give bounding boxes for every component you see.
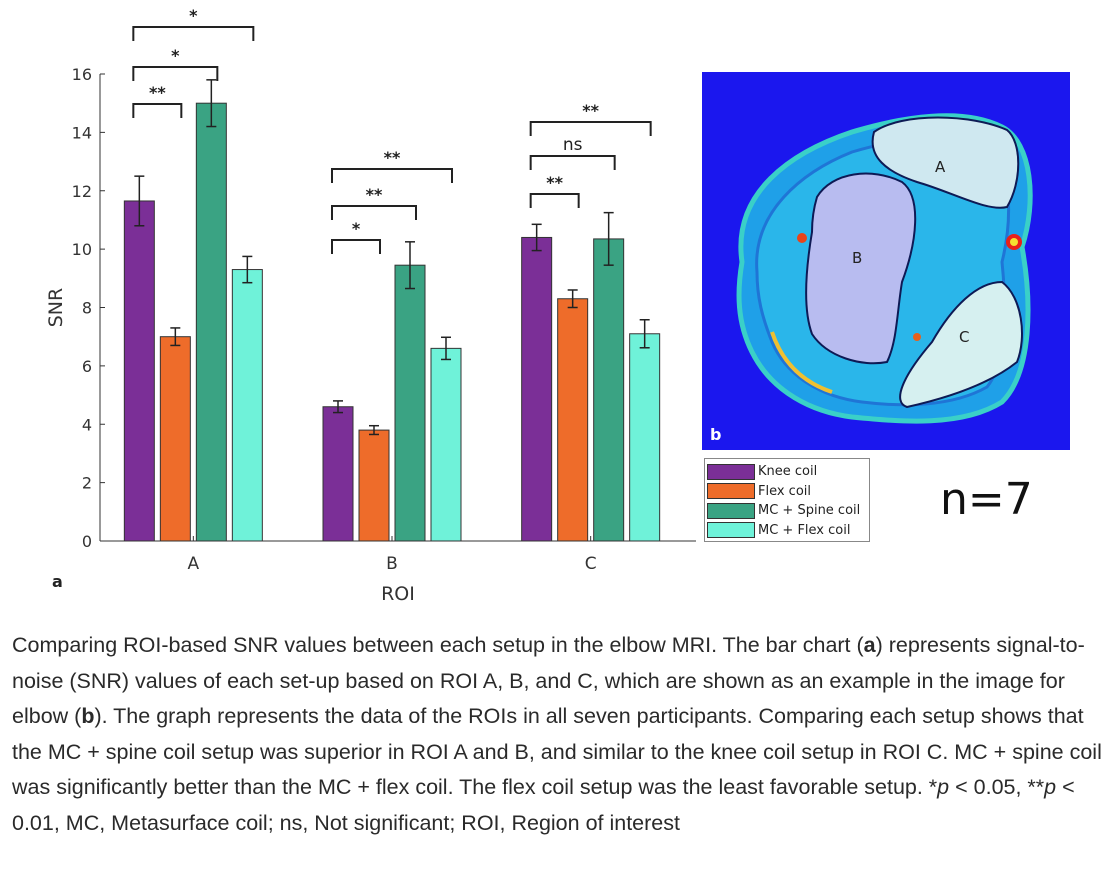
bar [557,298,589,542]
legend-item: MC + Flex coil [707,521,867,541]
y-tick-label: 14 [72,123,92,142]
x-tick-label: C [585,554,597,574]
caption-italic-p: p [937,775,950,800]
y-tick-label: 16 [72,65,92,84]
significance-bracket [331,239,381,254]
caption-text: ). The graph represents the data of the … [12,704,1102,800]
caption-text: < 0.05, ** [949,775,1045,800]
x-axis-label: ROI [381,583,415,602]
panel-b-label: b [710,425,722,444]
mri-image: A B C b [702,72,1070,450]
caption-text: Comparing ROI-based SNR values between e… [12,633,864,657]
bar [430,347,462,542]
bar [322,406,354,542]
y-tick-label: 4 [82,415,92,434]
bar [394,264,426,542]
legend-item: MC + Spine coil [707,501,867,521]
sample-size-label: n=7 [940,474,1033,525]
bar [629,333,661,542]
caption-text: < 0.01, MC, Metasurface coil; ns, Not si… [12,775,1075,835]
legend-label: Flex coil [758,483,812,499]
caption-bold-b: b [81,704,95,729]
caption-bold-a: a [863,633,876,657]
legend-swatch [707,502,755,519]
legend-label: MC + Flex coil [758,522,851,538]
bar [521,236,553,542]
significance-bracket [331,205,417,220]
significance-bracket [529,121,652,136]
y-tick-label: 12 [72,182,92,201]
roi-a-shape [871,116,1020,209]
figure: 0 2 4 6 8 10 12 14 16 SNR A B C ROI ** * * * ** ** ** ns ** A … [34,4,1070,602]
significance-label: ** [582,101,599,120]
roi-c-label: C [959,328,970,346]
x-tick-label: B [386,554,398,574]
legend-swatch [707,463,755,480]
x-tick-label: A [188,554,200,574]
caption-italic-p: p [1044,775,1057,800]
significance-bracket [529,155,616,170]
bar [123,200,155,542]
y-axis-label: SNR [45,288,67,327]
significance-label: ** [384,148,401,167]
caption-text: ) represents signal-to-noise (SNR) value… [12,633,1085,729]
significance-label: ns [563,135,583,155]
panel-a-label: a [52,572,63,591]
significance-bracket [331,168,453,183]
significance-label: ** [546,173,563,192]
significance-label: * [352,219,361,238]
significance-bracket [529,193,580,208]
significance-bracket [132,103,183,118]
bar [159,336,191,542]
legend-item: Flex coil [707,482,867,502]
y-tick-label: 8 [82,299,92,318]
y-tick-label: 10 [72,240,92,259]
y-tick-label: 0 [82,532,92,551]
roi-b-label: B [852,249,863,267]
significance-bracket [132,66,219,81]
bar [231,269,263,542]
chart-legend: Knee coil Flex coil MC + Spine coil MC +… [704,458,870,542]
roi-b-shape [805,172,917,365]
bar [195,102,227,542]
mri-elbow-illustration [702,72,1070,450]
legend-swatch [707,522,755,539]
significance-label: * [189,6,198,25]
y-tick-label: 6 [82,357,92,376]
significance-bracket [132,26,255,41]
significance-label: ** [149,83,166,102]
significance-label: * [171,46,180,65]
legend-item: Knee coil [707,462,867,482]
roi-a-label: A [935,158,946,176]
legend-label: Knee coil [758,464,818,480]
bar [593,238,625,542]
significance-label: ** [366,185,383,204]
legend-label: MC + Spine coil [758,503,861,519]
figure-caption: Comparing ROI-based SNR values between e… [12,628,1106,842]
bar [358,429,390,542]
roi-c-shape [899,280,1023,409]
legend-swatch [707,483,755,500]
y-tick-label: 2 [82,474,92,493]
